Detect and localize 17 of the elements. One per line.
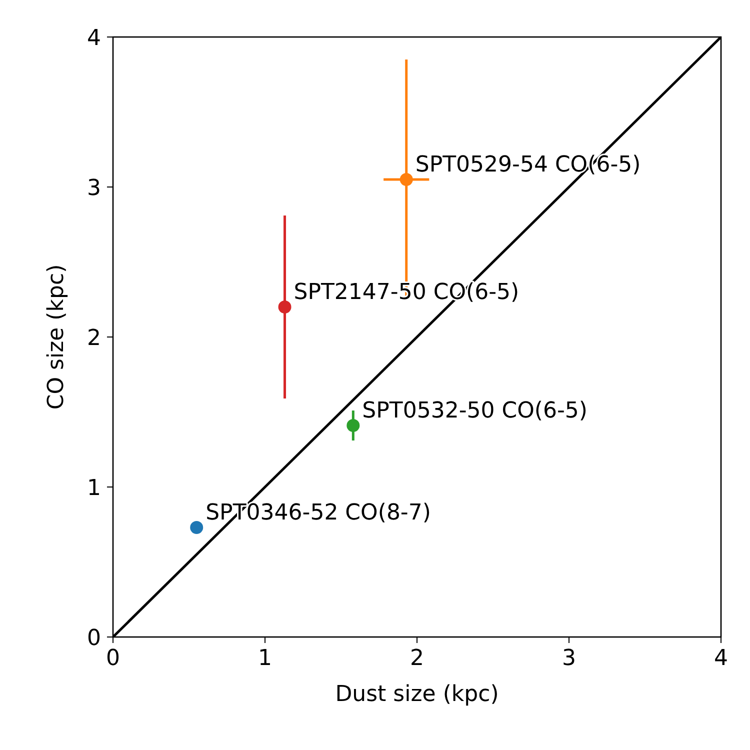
y-tick-label: 4 <box>87 26 101 51</box>
y-tick-label: 3 <box>87 176 101 201</box>
x-tick-label: 1 <box>258 646 272 671</box>
x-tick-label: 0 <box>106 646 120 671</box>
point <box>346 419 360 432</box>
y-tick-label: 1 <box>87 476 101 501</box>
point <box>400 173 413 186</box>
point <box>190 521 204 534</box>
x-tick-label: 3 <box>562 646 576 671</box>
y-tick-label: 2 <box>87 326 101 351</box>
x-tick-label: 2 <box>410 646 424 671</box>
x-axis-title: Dust size (kpc) <box>335 682 499 707</box>
x-tick-label: 4 <box>714 646 728 671</box>
y-tick-label: 0 <box>87 626 101 651</box>
annotation: SPT0532-50 CO(6-5) <box>362 398 588 424</box>
point <box>278 300 292 314</box>
y-axis-title: CO size (kpc) <box>44 264 69 410</box>
